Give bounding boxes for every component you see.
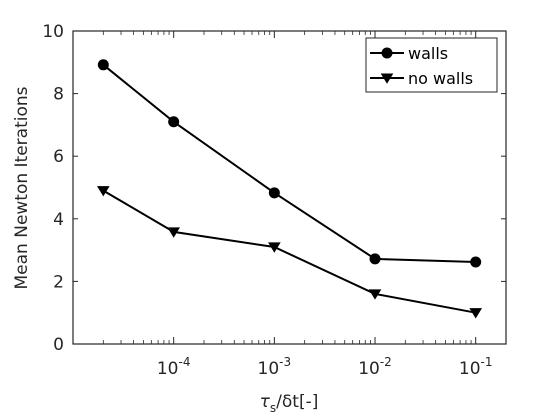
y-tick-label-2: 4 [53,210,64,230]
x-tick-label-base-3: 10 [459,359,481,379]
x-tick-label-base-2: 10 [358,359,380,379]
y-tick-label-5: 10 [42,22,64,42]
legend-box [365,37,498,93]
x-tick-label-base-1: 10 [258,359,280,379]
y-axis-label: Mean Newton Iterations [12,86,32,289]
y-tick-label-0: 0 [53,335,64,355]
data-point-walls-2 [268,187,280,199]
x-label-subscript: s [270,401,276,415]
x-tick-label-0: 10-4 [157,355,191,379]
x-label-rest: /δt[-] [276,392,318,412]
y-tick-label-3: 6 [53,147,64,167]
data-point-no-walls-1 [167,227,180,238]
x-axis-label: τs/δt[-] [260,392,319,415]
axes-frame [72,30,507,345]
legend-label-walls: walls [408,44,448,63]
x-tick-label-exp-2: -2 [380,355,392,369]
legend-marker-no-walls [380,73,394,84]
data-point-walls-3 [369,253,381,265]
x-tick-label-base-0: 10 [157,359,179,379]
legend-label-no-walls: no walls [408,69,473,88]
y-tick-label-1: 2 [53,272,64,292]
data-point-no-walls-4 [469,308,483,319]
data-point-walls-4 [470,256,482,268]
legend-marker-walls [381,47,393,59]
x-tick-label-2: 10-2 [358,355,392,379]
x-tick-label-1: 10-3 [258,355,292,379]
x-label-tau: τ [260,392,271,412]
data-point-no-walls-0 [96,186,110,197]
x-tick-label-exp-0: -4 [179,355,191,369]
data-point-no-walls-2 [268,242,281,253]
y-tick-label-4: 8 [53,85,64,105]
data-point-no-walls-3 [368,289,382,300]
x-tick-label-3: 10-1 [459,355,493,379]
data-point-walls-0 [97,59,109,71]
x-tick-label-exp-1: -3 [279,355,291,369]
data-point-walls-1 [168,116,180,128]
series-layer [96,59,483,319]
legend: walls no walls [365,37,498,93]
x-tick-label-exp-3: -1 [481,355,493,369]
